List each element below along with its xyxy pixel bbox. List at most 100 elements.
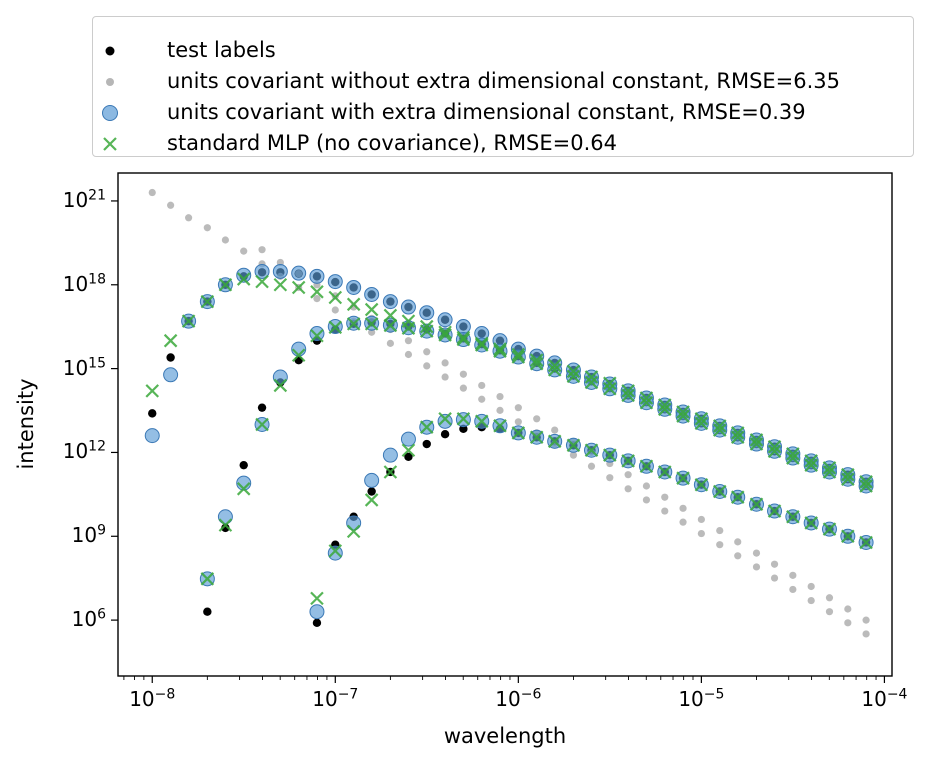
data-point-series-3 — [657, 402, 672, 417]
data-point-series-3 — [584, 443, 599, 458]
data-point-series-3 — [749, 497, 764, 512]
data-point-series-3 — [456, 332, 471, 347]
data-point-series-3 — [163, 333, 178, 348]
data-point-series-3 — [786, 509, 800, 524]
data-point-series-1 — [313, 295, 321, 303]
data-point-series-3 — [804, 454, 818, 468]
data-point-series-1 — [679, 518, 687, 526]
data-point-series-0 — [404, 452, 413, 461]
data-point-series-3 — [346, 297, 361, 312]
data-point-series-3 — [310, 328, 324, 343]
data-point-series-3 — [822, 461, 837, 475]
data-point-series-2 — [364, 286, 380, 302]
data-point-series-1 — [679, 504, 687, 512]
data-point-series-1 — [642, 496, 651, 504]
data-point-series-3 — [218, 278, 233, 292]
data-point-series-3 — [547, 358, 562, 373]
data-point-series-1 — [514, 404, 522, 412]
data-point-series-3 — [822, 522, 837, 536]
data-point-series-3 — [529, 353, 544, 367]
data-point-series-3 — [786, 447, 800, 461]
data-point-series-3 — [255, 274, 269, 289]
data-point-series-3 — [438, 325, 452, 340]
data-point-series-1 — [825, 608, 834, 616]
data-point-series-3 — [383, 318, 398, 333]
data-point-series-1 — [844, 619, 852, 627]
legend-item-covariant-without: units covariant without extra dimensiona… — [106, 69, 841, 93]
data-point-series-3 — [273, 278, 288, 292]
x-tick-label: 10−5 — [678, 686, 725, 711]
data-point-series-3 — [712, 423, 727, 437]
data-point-series-3 — [346, 524, 361, 539]
data-point-series-3 — [547, 363, 562, 377]
tick-marks — [111, 200, 886, 683]
legend-label: standard MLP (no covariance), RMSE=0.64 — [167, 131, 618, 155]
data-point-series-3 — [767, 439, 782, 454]
data-point-series-3 — [364, 317, 379, 331]
data-point-series-1 — [624, 485, 632, 493]
data-point-series-3 — [310, 285, 324, 299]
data-point-series-3 — [621, 454, 635, 468]
data-point-series-0 — [148, 409, 157, 418]
data-point-series-1 — [661, 493, 669, 501]
data-point-series-3 — [493, 419, 507, 433]
data-point-series-3 — [291, 280, 306, 295]
data-point-series-3 — [841, 467, 855, 482]
x-tick-label: 10−7 — [312, 686, 359, 711]
data-point-series-1 — [862, 616, 870, 624]
y-tick-label: 1012 — [62, 438, 106, 464]
data-point-series-3 — [694, 416, 709, 431]
y-tick-label: 109 — [71, 522, 106, 548]
data-point-series-3 — [603, 376, 617, 391]
data-point-series-1 — [258, 246, 266, 254]
data-point-series-3 — [456, 330, 471, 345]
data-point-series-1 — [807, 596, 815, 605]
data-point-series-1 — [551, 426, 559, 434]
legend-label: units covariant without extra dimensiona… — [167, 69, 841, 93]
data-point-series-1 — [478, 381, 486, 390]
data-point-series-3 — [236, 272, 251, 286]
data-point-series-3 — [401, 443, 416, 458]
data-point-series-1 — [716, 541, 724, 549]
data-point-series-3 — [639, 391, 654, 405]
data-point-series-3 — [859, 475, 873, 489]
data-point-series-3 — [730, 490, 745, 504]
data-point-series-3 — [364, 302, 379, 317]
data-point-series-3 — [511, 426, 526, 440]
data-points — [144, 188, 874, 638]
data-point-series-3 — [841, 472, 855, 487]
data-point-series-0 — [312, 618, 322, 628]
data-point-series-1 — [807, 582, 815, 591]
data-point-series-3 — [657, 398, 672, 412]
data-point-series-3 — [841, 529, 855, 544]
data-point-series-3 — [749, 437, 764, 451]
data-point-series-3 — [200, 572, 215, 586]
data-point-series-3 — [273, 378, 288, 393]
data-point-series-2 — [163, 367, 179, 383]
data-point-series-1 — [148, 188, 156, 197]
data-point-series-1 — [862, 630, 870, 638]
data-point-series-1 — [770, 560, 779, 568]
data-point-series-2 — [309, 604, 325, 620]
data-point-series-1 — [386, 339, 394, 347]
data-point-series-1 — [789, 585, 797, 594]
data-point-series-1 — [459, 384, 467, 392]
data-point-series-0 — [367, 487, 376, 496]
data-point-series-0 — [239, 460, 248, 470]
data-point-series-1 — [697, 515, 705, 524]
data-point-series-3 — [804, 458, 818, 472]
data-point-series-1 — [459, 370, 467, 378]
data-point-series-1 — [642, 482, 651, 490]
data-point-series-1 — [624, 471, 632, 479]
data-point-series-3 — [383, 308, 398, 323]
x-tick-label: 10−4 — [861, 686, 908, 711]
data-point-series-3 — [694, 477, 709, 492]
data-point-series-2 — [437, 413, 453, 429]
data-point-series-3 — [657, 465, 672, 479]
data-point-series-3 — [749, 433, 764, 447]
data-point-series-3 — [493, 344, 507, 358]
data-point-series-1 — [404, 337, 413, 345]
data-point-series-0 — [203, 607, 212, 616]
data-point-series-3 — [145, 384, 160, 398]
data-point-series-2 — [291, 265, 307, 281]
